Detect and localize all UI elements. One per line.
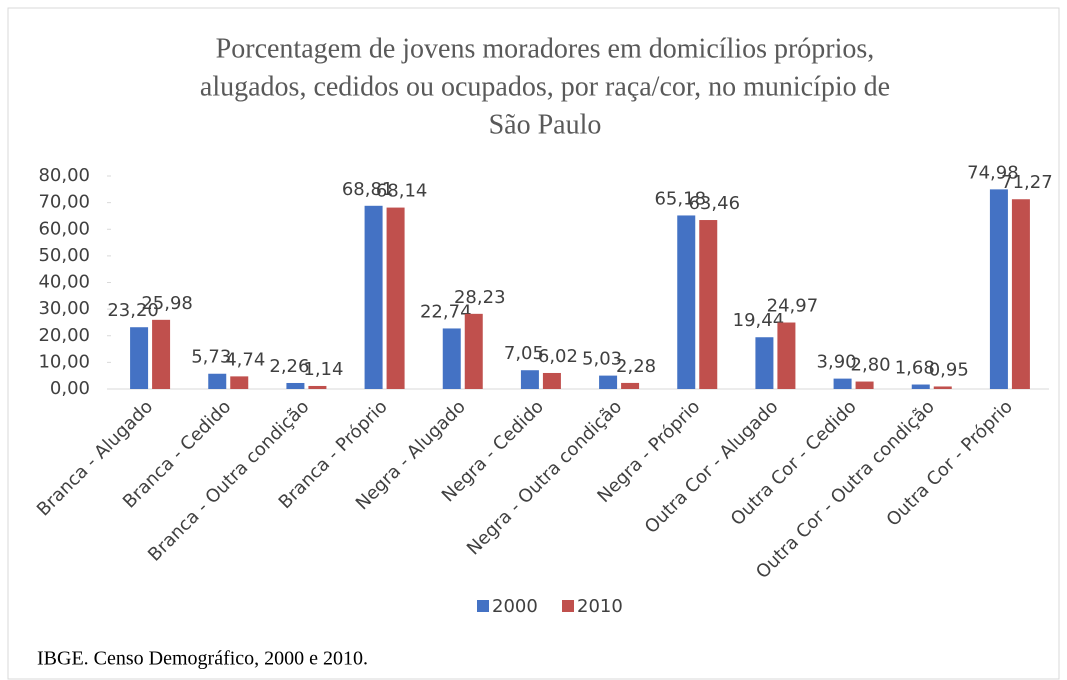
data-label: 63,46	[688, 193, 740, 214]
bar	[230, 376, 249, 389]
data-label: 5,03	[582, 349, 622, 370]
source: IBGE. Censo Demográfico, 2000 e 2010.	[37, 648, 368, 670]
bar	[833, 378, 852, 389]
chart-frame	[7, 7, 1060, 680]
legend-label: 2000	[492, 596, 538, 617]
bar	[599, 375, 618, 389]
bar	[520, 370, 539, 389]
data-label: 23,20	[107, 300, 159, 321]
y-tick-label: 20,00	[38, 325, 90, 346]
bar	[699, 220, 718, 389]
data-label: 1,14	[303, 359, 343, 380]
bar	[308, 385, 327, 389]
bar	[677, 215, 696, 389]
data-label: 24,97	[767, 296, 819, 317]
y-tick-label: 40,00	[38, 272, 90, 293]
bar	[208, 373, 227, 389]
data-label: 68,81	[342, 179, 394, 200]
y-tick-label: 60,00	[38, 218, 90, 239]
legend-swatch	[562, 600, 574, 612]
data-label: 2,26	[269, 356, 309, 377]
data-label: 2,80	[851, 355, 891, 376]
data-label: 0,95	[929, 359, 969, 380]
bar	[464, 313, 483, 389]
data-label: 19,44	[733, 310, 785, 331]
chart-title: alugados, cedidos ou ocupados, por raça/…	[200, 71, 890, 102]
chart-title: Porcentagem de jovens moradores em domic…	[216, 33, 875, 64]
legend-swatch	[477, 600, 489, 612]
y-tick-label: 80,00	[38, 165, 90, 186]
y-tick-label: 30,00	[38, 298, 90, 319]
y-tick-label: 0,00	[50, 378, 90, 399]
bar	[130, 327, 149, 389]
y-tick-label: 70,00	[38, 192, 90, 213]
data-label: 5,73	[191, 347, 231, 368]
bar	[777, 322, 796, 389]
bar	[855, 381, 874, 389]
data-label: 6,02	[538, 346, 578, 367]
bar	[386, 207, 405, 389]
data-label: 22,74	[420, 301, 472, 322]
data-label: 2,28	[616, 356, 656, 377]
bar	[755, 337, 774, 389]
data-label: 74,98	[967, 162, 1019, 183]
bar	[364, 205, 383, 389]
bar	[542, 372, 561, 389]
data-label: 1,68	[895, 358, 935, 379]
data-label: 65,18	[654, 188, 706, 209]
bar	[286, 382, 305, 389]
bar	[1011, 199, 1030, 389]
data-label: 7,05	[504, 343, 544, 364]
chart-title: São Paulo	[489, 109, 602, 140]
bar	[442, 328, 461, 389]
data-label: 4,74	[225, 349, 265, 370]
data-label: 3,90	[817, 352, 857, 373]
data-label: 71,27	[1001, 172, 1053, 193]
legend-label: 2010	[577, 596, 623, 617]
bar	[989, 189, 1008, 389]
data-label: 25,98	[141, 293, 193, 314]
y-tick-label: 10,00	[38, 351, 90, 372]
data-label: 68,14	[376, 181, 428, 202]
bar	[152, 319, 171, 389]
data-label: 28,23	[454, 287, 506, 308]
bar	[621, 382, 640, 389]
bar	[933, 386, 952, 389]
y-tick-label: 50,00	[38, 245, 90, 266]
bar	[911, 384, 930, 389]
